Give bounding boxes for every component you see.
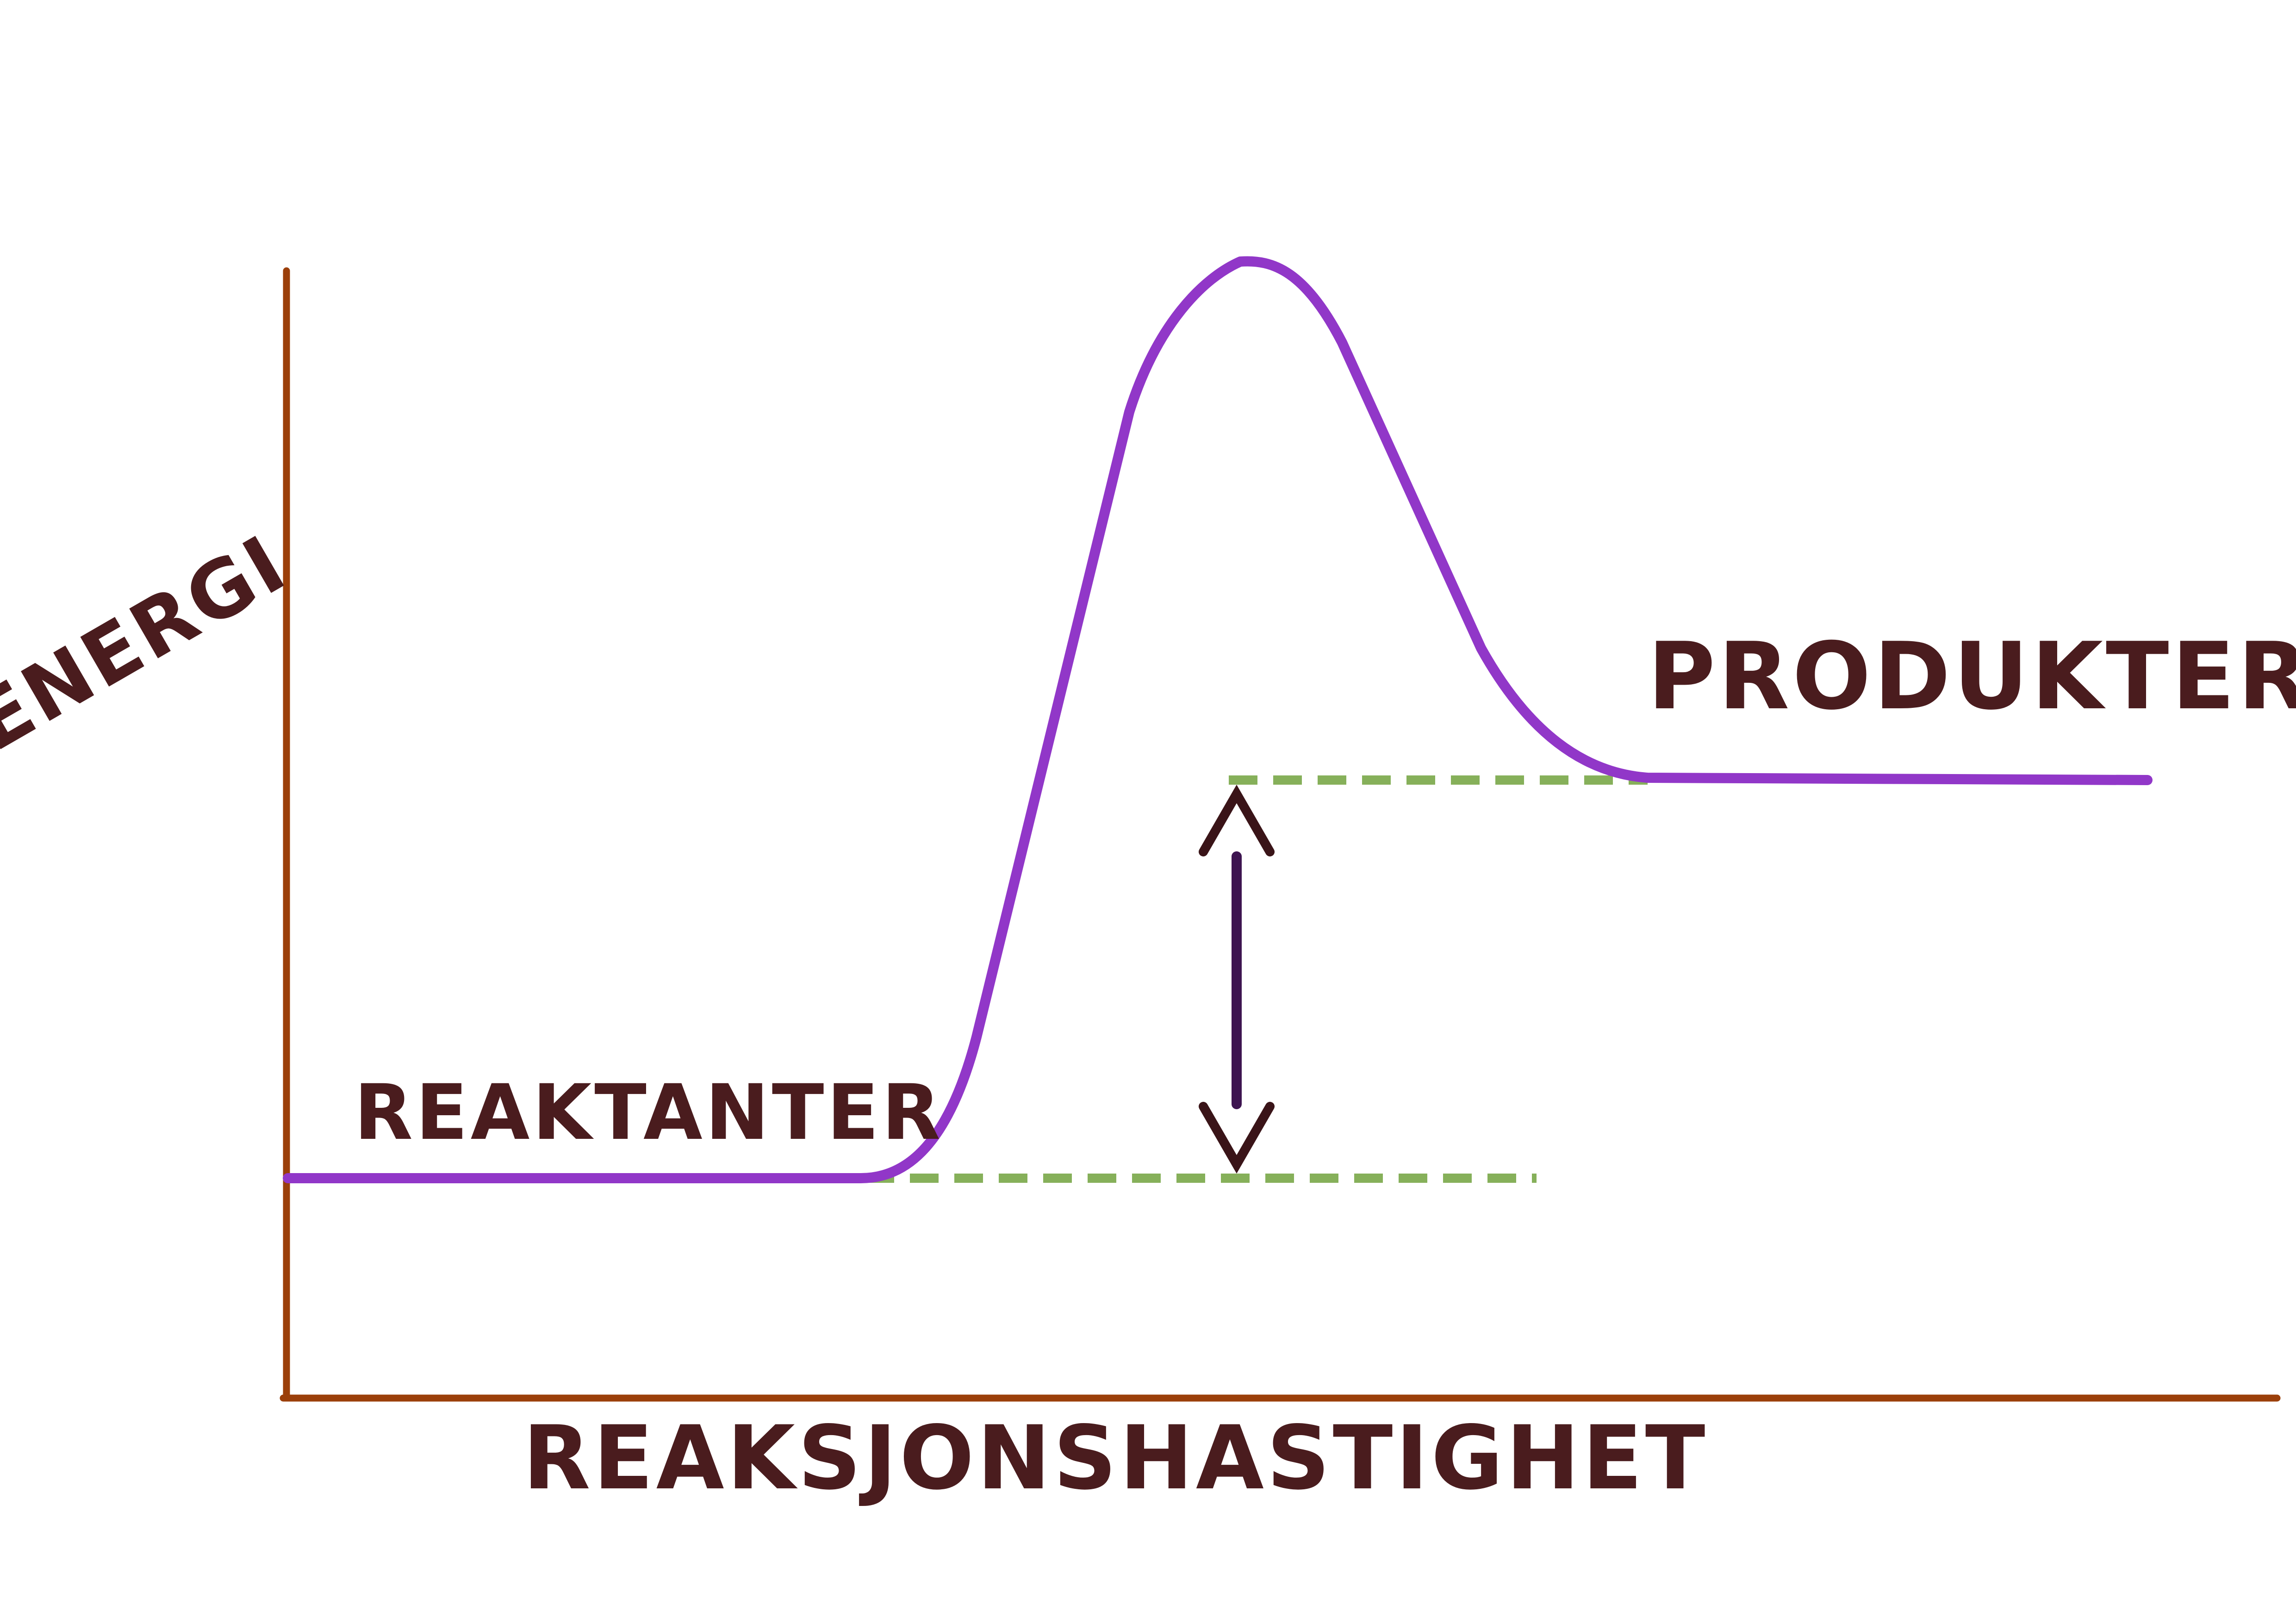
arrow-up-head-icon: [1199, 784, 1275, 856]
arrow-down-head-icon: [1199, 1102, 1275, 1174]
products-label: PRODUKTER: [1648, 623, 2296, 731]
y-axis-label: ENERGI: [0, 518, 302, 769]
energy-curve: [283, 256, 2153, 1183]
x-axis-label: REAKSJONSHASTIGHET: [523, 1407, 1708, 1509]
reactants-label: REAKTANTER: [354, 1068, 943, 1157]
